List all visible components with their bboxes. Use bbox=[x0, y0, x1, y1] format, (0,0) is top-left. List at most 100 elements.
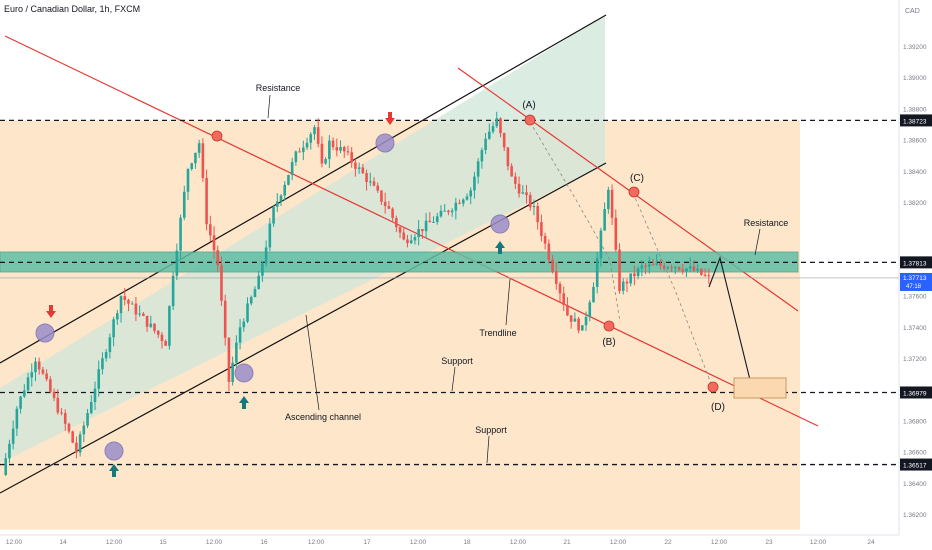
candle-body bbox=[488, 131, 491, 139]
candle-body bbox=[186, 168, 190, 192]
candle-body bbox=[625, 281, 629, 284]
candle-body bbox=[499, 118, 502, 134]
swing-point-marker bbox=[211, 130, 223, 142]
candle-body bbox=[238, 327, 242, 343]
candle-body bbox=[473, 176, 476, 191]
candle-body bbox=[82, 425, 86, 435]
down-arrow-icon bbox=[46, 305, 56, 318]
candle-body bbox=[603, 209, 606, 231]
candle-body bbox=[11, 428, 15, 444]
time-tick: 15 bbox=[159, 539, 167, 546]
candle-body bbox=[45, 373, 48, 380]
candle-body bbox=[402, 232, 406, 240]
candle-body bbox=[8, 443, 11, 459]
candle-body bbox=[592, 286, 595, 303]
candle-body bbox=[275, 201, 279, 207]
candle-body bbox=[201, 143, 205, 178]
candle-body bbox=[413, 237, 417, 241]
candle-body bbox=[130, 303, 134, 305]
wave-d-label: (D) bbox=[711, 402, 725, 413]
candle-body bbox=[610, 189, 614, 218]
current-price-label: 1.37713 bbox=[903, 275, 927, 282]
candle-body bbox=[558, 283, 562, 294]
candle-body bbox=[34, 361, 37, 373]
candle-body bbox=[216, 250, 220, 266]
candle-body bbox=[19, 396, 22, 409]
swing-point-marker bbox=[524, 114, 536, 126]
candle-body bbox=[458, 202, 461, 204]
candle-body bbox=[547, 243, 551, 260]
price-tick: 1.38400 bbox=[903, 169, 927, 176]
annotation-leader-line bbox=[305, 314, 320, 411]
candle-body bbox=[532, 206, 536, 208]
candle-body bbox=[707, 275, 711, 277]
candle-body bbox=[685, 268, 688, 272]
time-tick: 17 bbox=[363, 539, 371, 546]
price-level-badge bbox=[900, 386, 932, 399]
candle-body bbox=[116, 313, 119, 320]
candle-body bbox=[86, 413, 89, 426]
price-level-badge bbox=[900, 458, 932, 471]
candle-body bbox=[112, 319, 115, 338]
price-level-label: 1.38723 bbox=[903, 118, 927, 125]
candle-body bbox=[573, 318, 577, 322]
candle-body bbox=[290, 162, 294, 175]
candle-body bbox=[253, 289, 257, 298]
candle-body bbox=[674, 266, 677, 268]
candle-body bbox=[688, 266, 692, 269]
candle-body bbox=[406, 239, 409, 244]
candle-body bbox=[480, 150, 484, 162]
candle-body bbox=[528, 195, 532, 208]
candle-body bbox=[97, 369, 101, 389]
candle-body bbox=[346, 151, 350, 153]
candle-body bbox=[212, 235, 216, 251]
time-tick: 23 bbox=[765, 539, 773, 546]
trendline-label: Trendline bbox=[479, 328, 516, 338]
candle-body bbox=[536, 206, 539, 223]
candle-body bbox=[435, 216, 439, 222]
candle-body bbox=[395, 217, 398, 228]
candle-body bbox=[607, 189, 610, 210]
candle-body bbox=[476, 161, 480, 177]
candle-body bbox=[357, 167, 361, 169]
candle-body bbox=[75, 442, 78, 453]
candle-body bbox=[677, 266, 681, 270]
candle-body bbox=[49, 379, 52, 392]
candle-body bbox=[692, 266, 696, 271]
down-arrow-icon bbox=[385, 112, 395, 125]
candle-body bbox=[391, 208, 394, 218]
channel-fill bbox=[0, 15, 605, 463]
candle-body bbox=[119, 296, 123, 314]
ascending-channel-label: Ascending channel bbox=[285, 412, 361, 422]
candle-body bbox=[510, 166, 513, 177]
candle-body bbox=[242, 321, 246, 328]
candle-body bbox=[581, 325, 584, 331]
candle-body bbox=[179, 217, 182, 251]
price-tick: 1.36400 bbox=[903, 481, 927, 488]
time-tick: 14 bbox=[59, 539, 67, 546]
candle-body bbox=[246, 303, 249, 322]
candle-body bbox=[666, 267, 670, 269]
time-tick: 18 bbox=[463, 539, 471, 546]
candle-body bbox=[227, 337, 231, 382]
candle-body bbox=[517, 183, 521, 194]
candle-body bbox=[249, 297, 253, 304]
candle-body bbox=[324, 159, 327, 164]
candle-body bbox=[138, 313, 141, 315]
price-level-label: 1.37813 bbox=[903, 260, 927, 267]
price-tick: 1.37200 bbox=[903, 356, 927, 363]
candle-body bbox=[294, 151, 298, 163]
projection-c-d bbox=[632, 192, 713, 387]
candle-body bbox=[495, 118, 499, 127]
target-box[interactable] bbox=[733, 377, 787, 399]
channel-upper-line bbox=[0, 14, 607, 364]
candle-body bbox=[67, 423, 71, 432]
candle-body bbox=[101, 358, 104, 370]
candle-body bbox=[223, 300, 227, 338]
chart-title: Euro / Canadian Dollar, 1h, FXCM bbox=[4, 4, 141, 14]
candle-body bbox=[149, 323, 153, 327]
touch-point-circle bbox=[375, 133, 395, 153]
candle-body bbox=[621, 281, 625, 291]
candle-body bbox=[26, 377, 30, 391]
